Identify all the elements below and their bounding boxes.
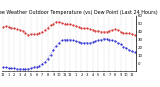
Title: Milwaukee Weather Outdoor Temperature (vs) Dew Point (Last 24 Hours): Milwaukee Weather Outdoor Temperature (v… (0, 10, 158, 15)
